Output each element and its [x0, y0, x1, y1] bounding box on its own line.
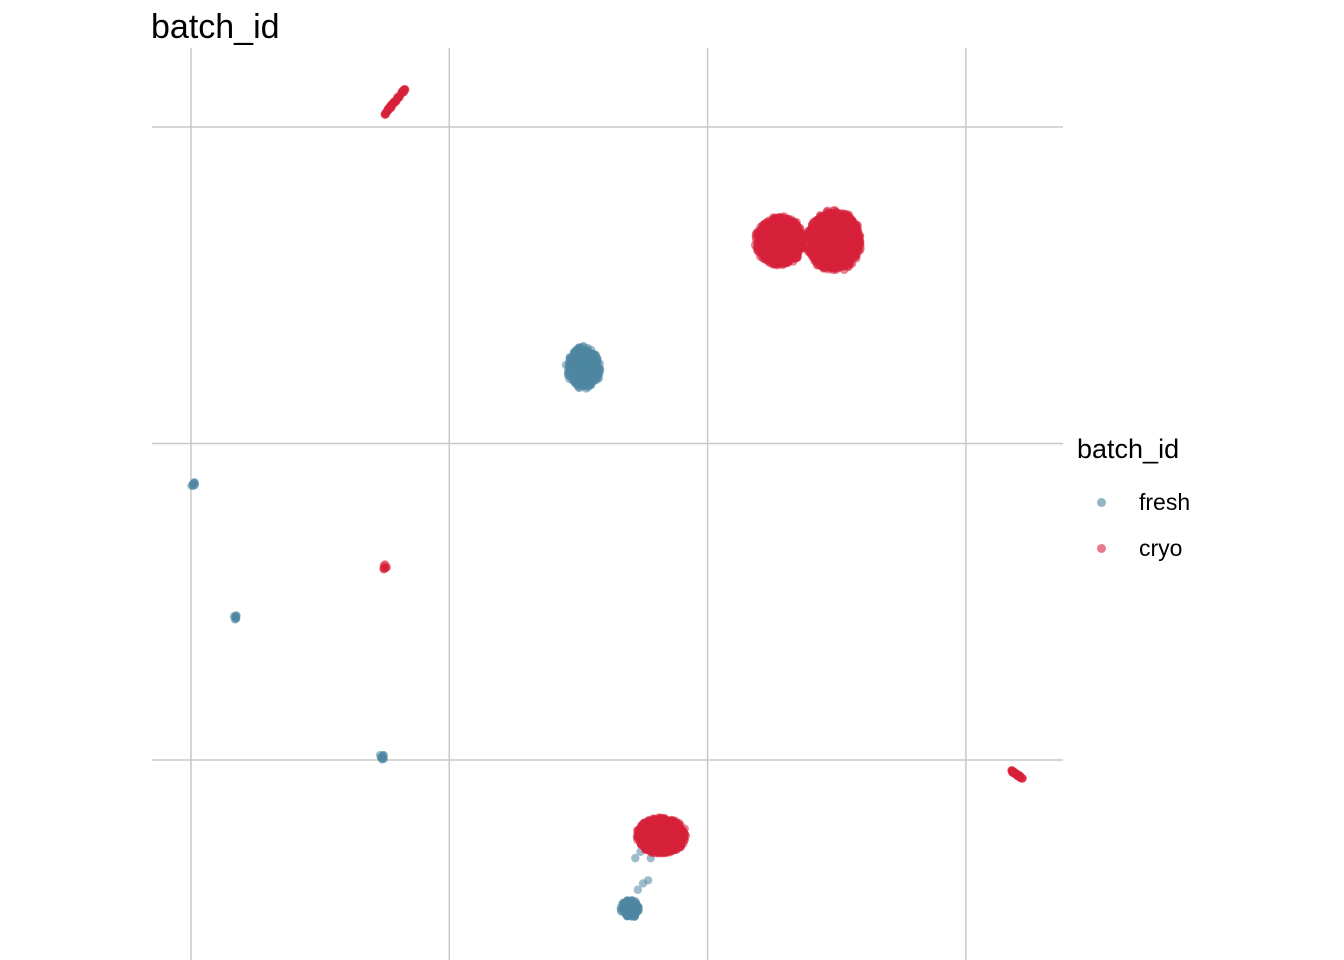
point-cryo [839, 228, 848, 237]
legend-item-cryo: cryo [1077, 525, 1190, 571]
point-cryo [833, 211, 842, 220]
point-cryo [658, 821, 668, 831]
point-fresh [643, 876, 653, 885]
legend-item-fresh: fresh [1077, 479, 1190, 525]
point-cryo [852, 254, 861, 263]
point-cryo [844, 218, 853, 228]
point-cryo [770, 259, 779, 268]
point-cryo [789, 248, 798, 257]
point-cryo [764, 238, 773, 247]
legend-label-cryo: cryo [1139, 534, 1183, 561]
point-cryo [649, 828, 659, 837]
point-cryo [818, 242, 828, 252]
grid-lines [152, 48, 1063, 960]
point-cryo [385, 104, 395, 114]
point-fresh [232, 611, 241, 620]
point-fresh [594, 369, 604, 379]
point-fresh [634, 904, 643, 913]
point-cryo [825, 249, 834, 258]
point-cryo [772, 247, 781, 256]
chart-title: batch_id [151, 8, 280, 46]
point-cryo [782, 224, 791, 233]
point-cryo [841, 253, 850, 263]
series-cryo-points [379, 84, 1027, 858]
point-cryo [785, 231, 795, 241]
point-cryo [826, 228, 835, 237]
legend-key-fresh [1077, 479, 1121, 525]
point-cryo [764, 228, 774, 238]
point-cryo [781, 253, 791, 262]
point-fresh [568, 361, 577, 371]
point-cryo [836, 235, 845, 244]
legend-title: batch_id [1077, 434, 1180, 464]
point-fresh [589, 356, 598, 365]
point-cryo [770, 237, 779, 247]
point-cryo [847, 239, 856, 248]
point-cryo [400, 84, 409, 94]
point-cryo [804, 241, 814, 251]
point-fresh [583, 343, 592, 353]
point-cryo [854, 227, 863, 236]
point-cryo [804, 229, 813, 238]
point-cryo [826, 234, 836, 244]
point-fresh [587, 376, 596, 385]
point-fresh [633, 885, 643, 894]
point-cryo [663, 827, 672, 836]
point-cryo [854, 236, 864, 245]
legend-marker-fresh [1097, 498, 1106, 507]
point-cryo [640, 818, 650, 827]
point-cryo [635, 824, 645, 834]
point-fresh [575, 383, 584, 393]
point-cryo [395, 90, 405, 100]
point-cryo [1016, 772, 1025, 781]
legend-label-fresh: fresh [1139, 488, 1191, 515]
point-fresh [622, 901, 631, 911]
point-cryo [776, 219, 785, 229]
legend: batch_id fresh cryo [1077, 434, 1190, 571]
point-cryo [811, 244, 821, 253]
point-cryo [756, 232, 766, 242]
point-cryo [669, 833, 678, 842]
point-cryo [820, 232, 829, 242]
point-cryo [797, 230, 806, 240]
point-cryo [835, 260, 844, 269]
point-cryo [792, 225, 801, 235]
point-fresh [631, 853, 640, 863]
point-fresh [378, 751, 388, 760]
point-cryo [642, 830, 652, 839]
point-cryo [813, 223, 822, 232]
legend-key-cryo [1077, 525, 1121, 571]
point-cryo [651, 818, 661, 828]
point-fresh [572, 345, 582, 354]
point-cryo [816, 254, 825, 263]
point-cryo [778, 235, 788, 245]
point-cryo [755, 243, 764, 252]
point-cryo [656, 831, 665, 840]
point-cryo [764, 216, 773, 225]
legend-marker-cryo [1097, 544, 1106, 553]
point-cryo [643, 837, 652, 847]
point-cryo [818, 262, 828, 271]
point-cryo [381, 563, 391, 572]
point-cryo [670, 826, 680, 835]
point-fresh [189, 479, 198, 489]
point-cryo [1008, 767, 1017, 777]
point-fresh [563, 371, 573, 380]
series-fresh-points [187, 341, 655, 921]
point-cryo [763, 252, 773, 262]
point-fresh [575, 373, 584, 382]
point-cryo [805, 248, 814, 257]
point-cryo [656, 847, 666, 857]
